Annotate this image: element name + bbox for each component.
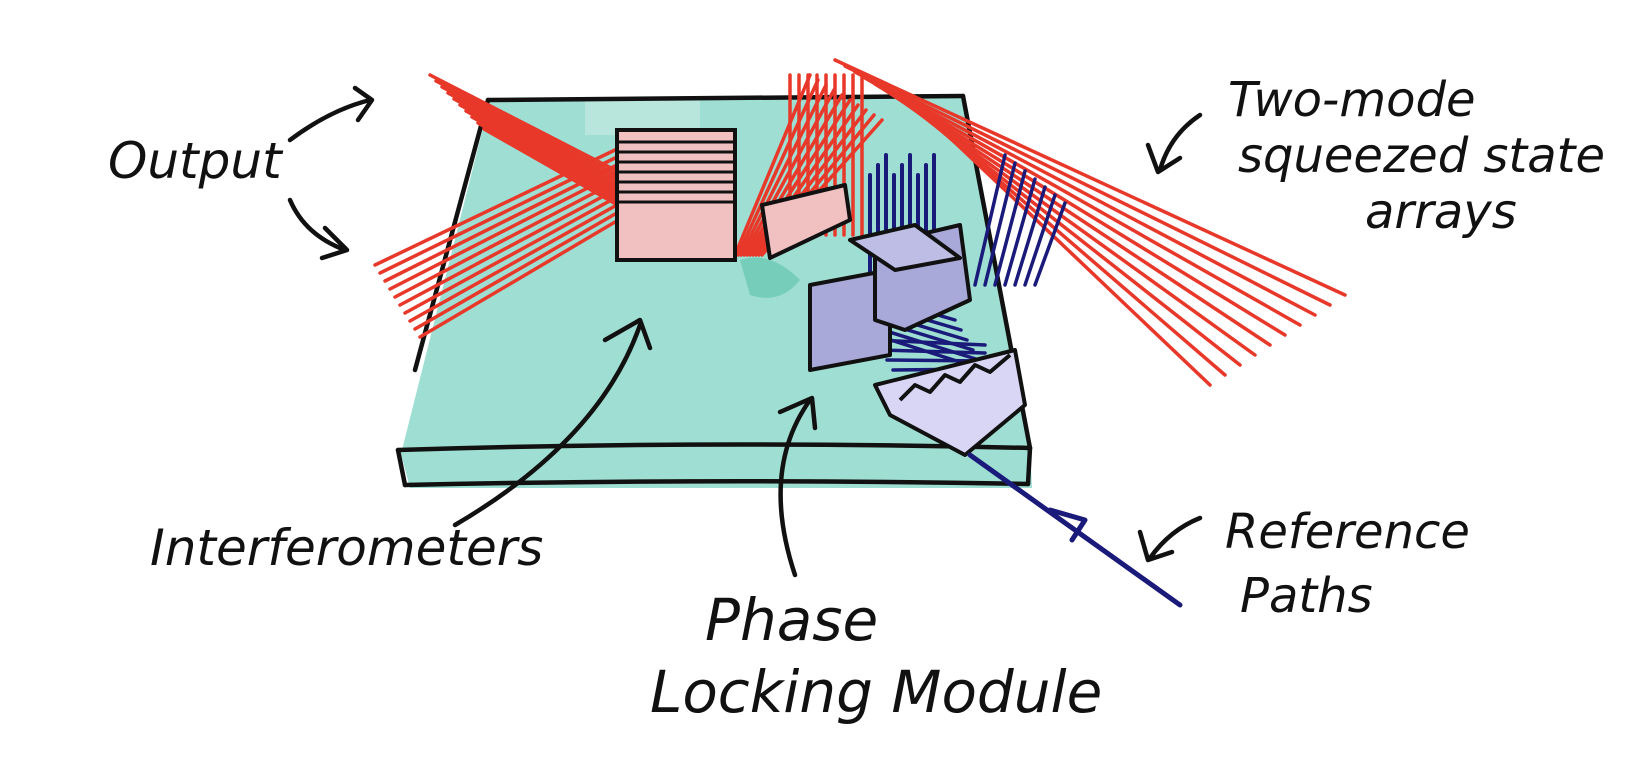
two-mode-label-line2: squeezed state: [1238, 128, 1605, 184]
interferometer-block: [615, 128, 737, 262]
output-beam: [408, 204, 617, 323]
two-mode-label-line3: arrays: [1365, 184, 1517, 240]
navy-beam: [983, 161, 1017, 287]
output-beam: [388, 172, 617, 291]
arrow-icon: [452, 322, 643, 528]
output-label: Output: [108, 132, 284, 190]
squeezed-beam: [739, 83, 828, 257]
arrow-icon: [1145, 142, 1183, 175]
arrow-icon: [287, 97, 373, 143]
output-beam: [398, 188, 617, 307]
reference-label-line1: Reference: [1225, 504, 1470, 560]
arrow-icon: [1157, 112, 1203, 173]
arrow-icon: [1047, 507, 1088, 543]
squeezed-beam: [863, 76, 1302, 327]
output-beam: [393, 180, 617, 299]
squeezed-beam: [873, 82, 1287, 337]
squeezed-beam: [923, 112, 1212, 387]
arrow-icon: [319, 225, 350, 261]
output-beam: [428, 73, 617, 172]
output-beam: [434, 79, 621, 178]
squeezed-beam: [736, 78, 820, 257]
navy-beam: [1013, 185, 1047, 287]
output-beam: [440, 85, 625, 184]
squeezed-beam: [853, 70, 1317, 317]
output-beam: [458, 103, 637, 202]
squeezed-beam: [833, 58, 1347, 297]
arrow-icon: [777, 395, 818, 431]
output-beam: [452, 97, 633, 196]
output-beam: [383, 164, 617, 283]
arrow-icon: [1137, 529, 1175, 563]
phase-label-line1: Phase: [705, 586, 878, 654]
arrow-icon: [352, 85, 375, 123]
output-beam: [470, 115, 645, 214]
output-beam: [403, 196, 617, 315]
navy-beam: [879, 348, 987, 355]
navy-beam: [1023, 193, 1057, 287]
reference-label-line2: Paths: [1240, 568, 1373, 624]
output-beam: [464, 109, 641, 208]
phase-label-line2: Locking Module: [650, 658, 1102, 726]
two-mode-label-line1: Two-mode: [1228, 72, 1475, 128]
output-beam: [446, 91, 629, 190]
arrow-icon: [1147, 515, 1203, 561]
squeezed-beam: [843, 64, 1332, 307]
beam-splitter-prism: [760, 183, 852, 260]
annotation-arrows: [287, 85, 1203, 578]
navy-beam: [1003, 177, 1037, 287]
output-beam: [418, 220, 617, 339]
navy-beam: [993, 169, 1027, 287]
interferometers-label: Interferometers: [150, 519, 543, 577]
arrow-icon: [287, 197, 348, 253]
reference-path-line: [967, 452, 1183, 608]
arrow-icon: [602, 317, 653, 351]
navy-beam: [973, 153, 1007, 287]
navy-beam: [1033, 201, 1067, 287]
arrow-icon: [778, 397, 813, 578]
squeezed-beam: [883, 88, 1272, 347]
phase-locking-blocks: [808, 223, 1027, 457]
output-beam: [413, 212, 617, 331]
